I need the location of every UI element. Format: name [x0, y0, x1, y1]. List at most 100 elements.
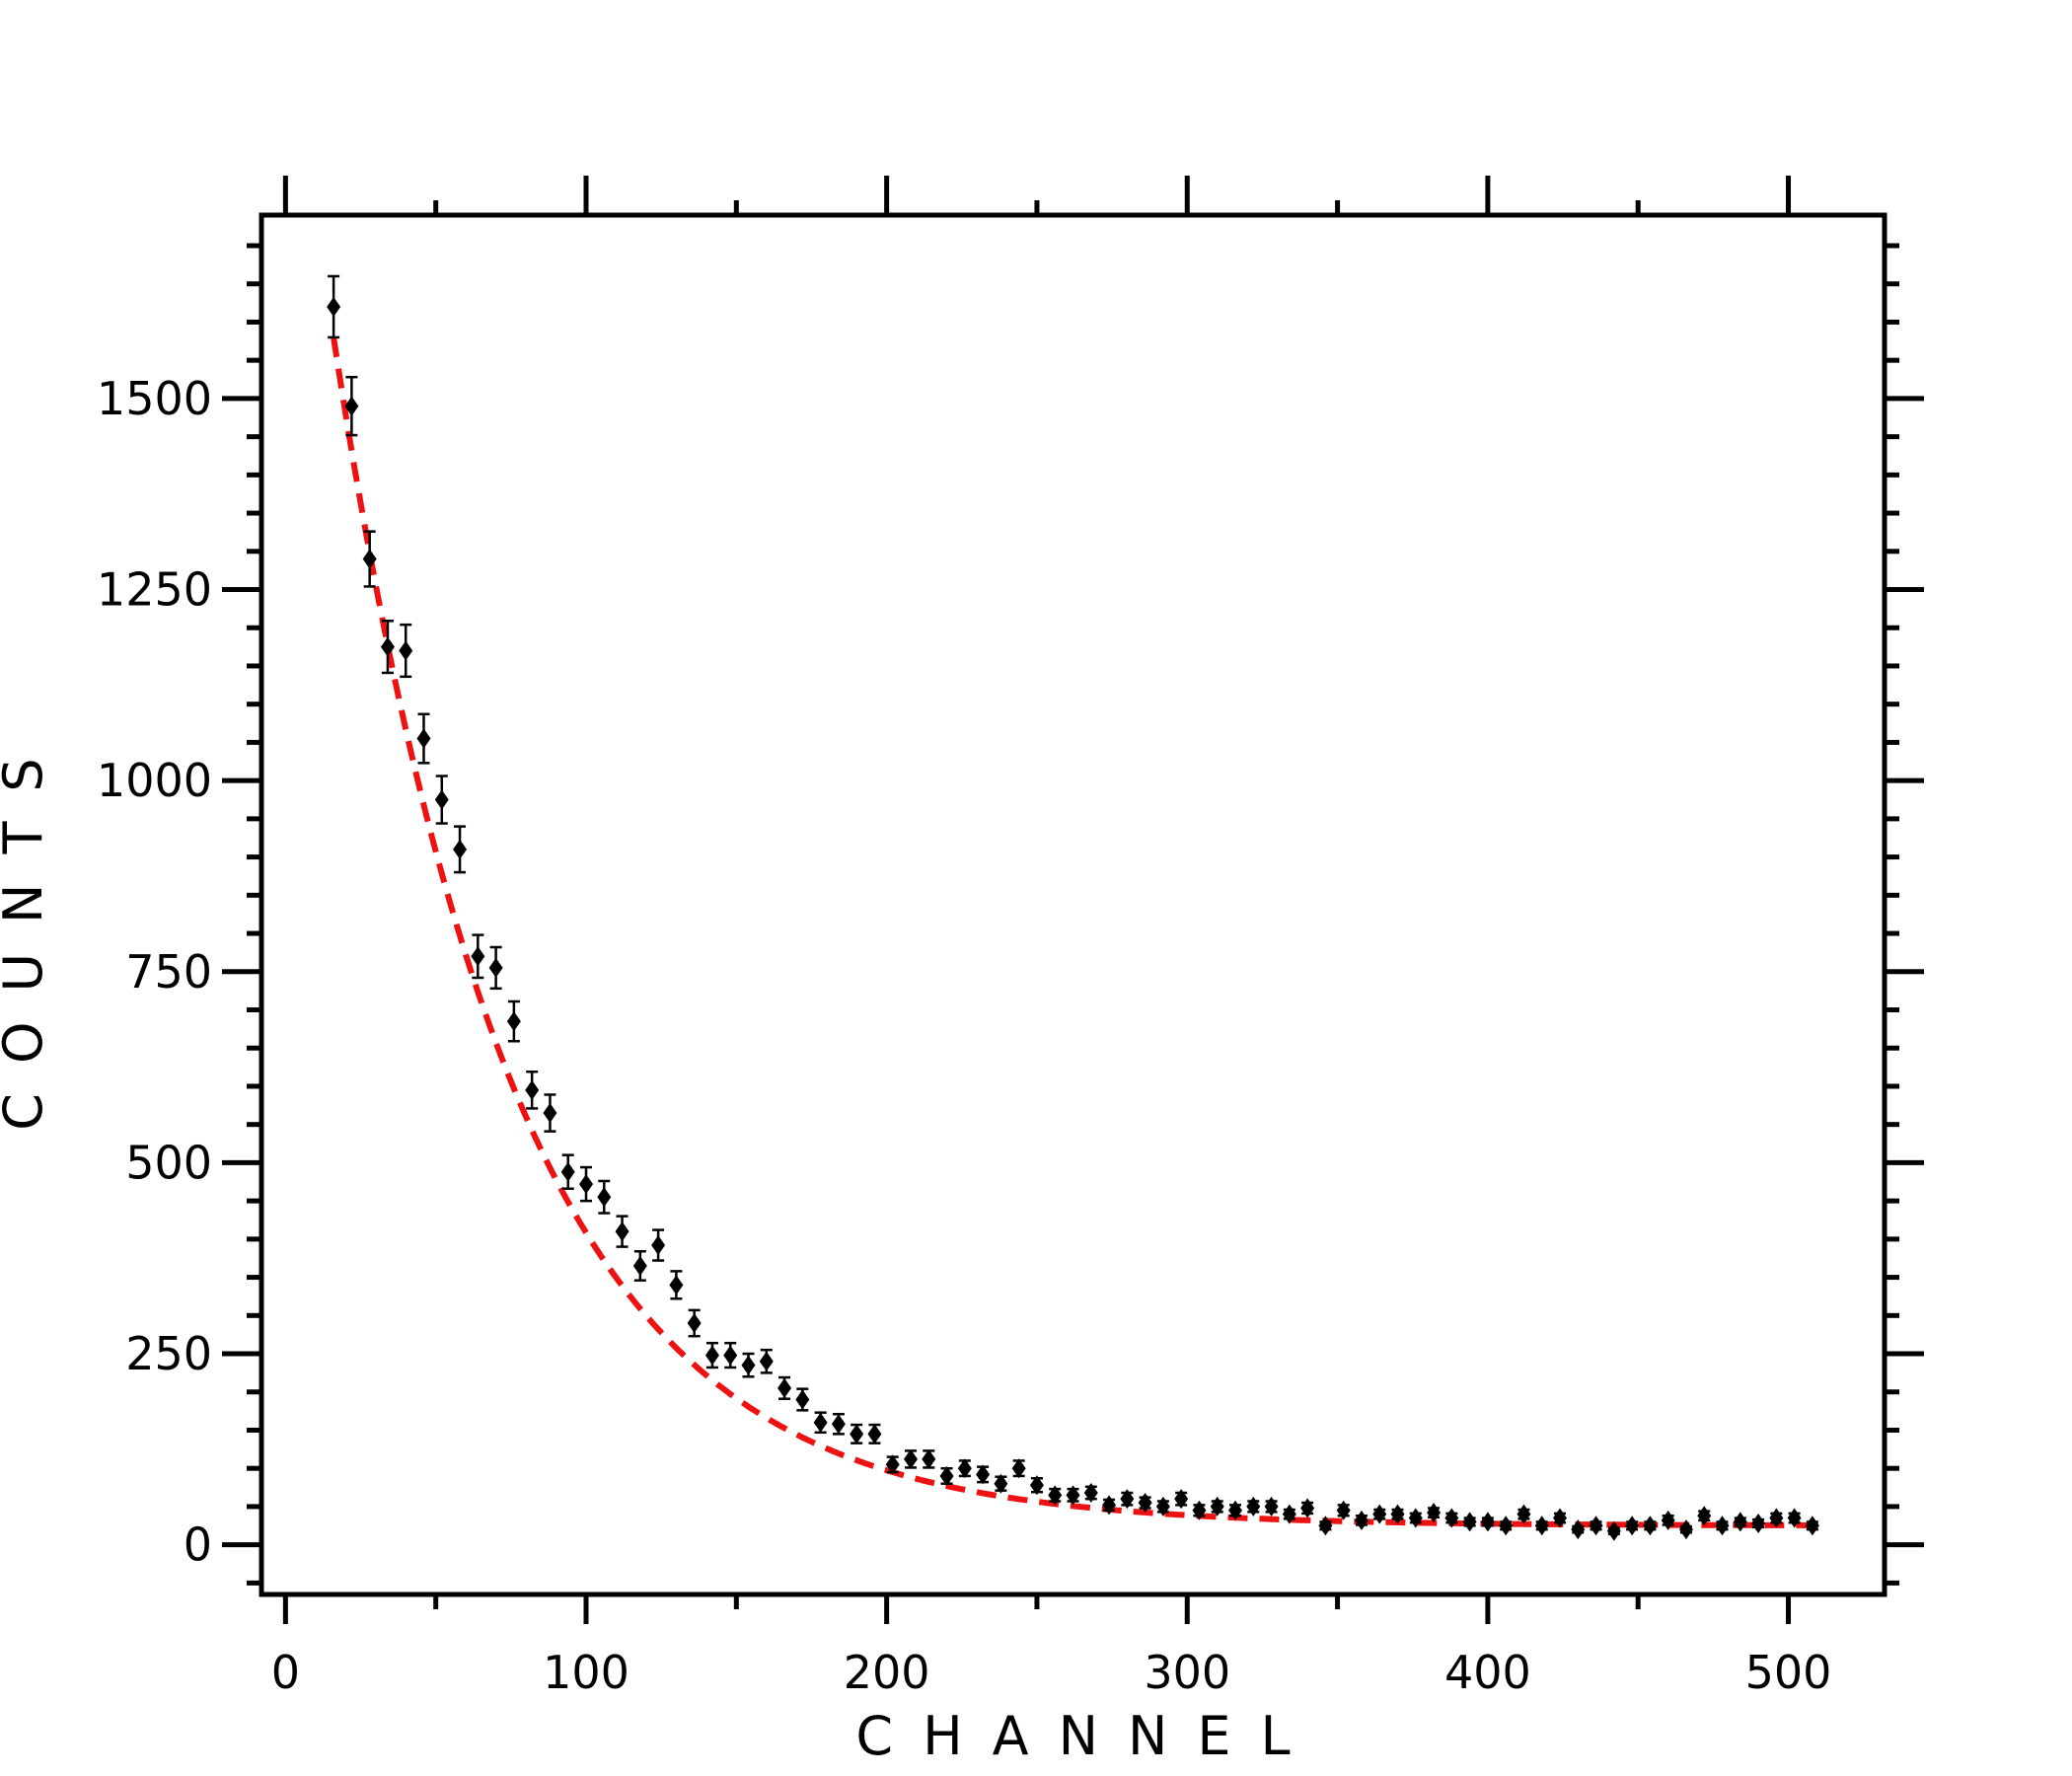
data-point: [1390, 1504, 1405, 1524]
diamond-marker: [651, 1235, 666, 1256]
diamond-marker: [1643, 1516, 1658, 1536]
fit-curve: [331, 336, 1813, 1528]
diamond-marker: [1102, 1495, 1117, 1516]
diamond-marker: [1480, 1512, 1495, 1532]
diamond-marker: [362, 549, 377, 569]
data-point: [669, 1270, 684, 1300]
diamond-marker: [1751, 1513, 1766, 1533]
diamond-marker: [813, 1412, 828, 1433]
diamond-marker: [1336, 1500, 1351, 1520]
diamond-marker: [1120, 1489, 1135, 1510]
diamond-marker: [1553, 1508, 1567, 1528]
diamond-marker: [795, 1389, 810, 1410]
data-point: [1787, 1508, 1802, 1528]
data-point: [1138, 1493, 1152, 1514]
data-point: [1300, 1498, 1315, 1518]
data-point: [416, 712, 431, 765]
diamond-marker: [1048, 1485, 1063, 1506]
data-point: [471, 933, 485, 980]
diamond-marker: [579, 1174, 593, 1195]
y-tick-label: 1500: [97, 372, 212, 425]
x-tick-label: 0: [271, 1646, 300, 1699]
diamond-marker: [1661, 1510, 1675, 1530]
diamond-marker: [327, 296, 341, 317]
diamond-marker: [1517, 1504, 1531, 1524]
data-point: [434, 775, 449, 825]
diamond-marker: [1427, 1503, 1442, 1523]
diamond-marker: [777, 1377, 792, 1398]
diamond-marker: [704, 1345, 719, 1366]
diamond-marker: [1228, 1500, 1242, 1520]
data-point: [1408, 1508, 1423, 1528]
diamond-marker: [1264, 1496, 1279, 1517]
fit-layer: [331, 336, 1813, 1528]
diamond-marker: [453, 839, 468, 859]
data-point: [453, 825, 468, 874]
diamond-marker: [1444, 1508, 1459, 1528]
diamond-marker: [1606, 1520, 1621, 1541]
diamond-marker: [957, 1458, 972, 1479]
diamond-marker: [904, 1448, 918, 1469]
diamond-marker: [669, 1275, 684, 1295]
data-point: [1048, 1485, 1063, 1506]
diamond-marker: [488, 957, 503, 978]
data-point: [1155, 1496, 1170, 1517]
data-point: [597, 1179, 612, 1215]
data-point: [1264, 1496, 1279, 1517]
data-point: [1318, 1516, 1333, 1536]
y-tick-label: 500: [125, 1136, 212, 1189]
x-tick-label: 500: [1745, 1646, 1832, 1699]
data-point: [1066, 1485, 1080, 1506]
y-tick-label: 1000: [97, 754, 212, 807]
data-point: [543, 1093, 557, 1133]
diamond-marker: [471, 946, 485, 967]
data-point: [939, 1465, 954, 1486]
data-point: [488, 945, 503, 991]
data-point: [885, 1454, 900, 1475]
data-point: [759, 1348, 774, 1374]
diamond-marker: [1733, 1512, 1747, 1532]
diamond-marker: [1318, 1516, 1333, 1536]
data-point: [976, 1464, 991, 1485]
diamond-marker: [1805, 1516, 1819, 1536]
data-point: [1769, 1508, 1784, 1528]
diamond-marker: [1697, 1506, 1712, 1526]
y-tick-label: 1250: [97, 563, 212, 617]
diamond-marker: [1300, 1498, 1315, 1518]
data-point: [1697, 1506, 1712, 1526]
diamond-marker: [741, 1355, 756, 1375]
data-point: [506, 999, 521, 1043]
data-point: [1228, 1500, 1242, 1520]
diamond-marker: [1192, 1500, 1207, 1520]
diamond-marker: [1066, 1485, 1080, 1506]
x-axis-title: CHANNEL: [855, 1705, 1319, 1767]
diamond-marker: [1390, 1504, 1405, 1524]
diamond-marker: [687, 1313, 702, 1334]
data-point: [1751, 1513, 1766, 1533]
data-point: [1643, 1516, 1658, 1536]
y-tick-label: 0: [184, 1518, 212, 1572]
data-point: [1282, 1504, 1296, 1524]
data-point: [1480, 1512, 1495, 1532]
diamond-marker: [1571, 1519, 1586, 1540]
data-point: [850, 1423, 864, 1444]
data-point: [1427, 1503, 1442, 1523]
diamond-marker: [380, 636, 395, 657]
data-point: [867, 1423, 882, 1444]
data-point: [687, 1308, 702, 1338]
tick-labels: 0 100 200 300 400 500 0 250 500 750 1000 1250 1500: [97, 372, 1832, 1699]
plot-frame: [259, 212, 1887, 1597]
diamond-marker: [1246, 1496, 1261, 1517]
data-point: [1589, 1516, 1603, 1536]
data-point: [1805, 1516, 1819, 1536]
diamond-marker: [632, 1255, 647, 1276]
diamond-marker: [1011, 1458, 1026, 1479]
data-point: [560, 1153, 575, 1190]
diamond-marker: [850, 1424, 864, 1444]
data-point: [904, 1448, 918, 1469]
data-point: [1606, 1520, 1621, 1541]
data-point: [525, 1070, 540, 1110]
x-tick-label: 100: [543, 1646, 629, 1699]
diamond-marker: [1769, 1508, 1784, 1528]
